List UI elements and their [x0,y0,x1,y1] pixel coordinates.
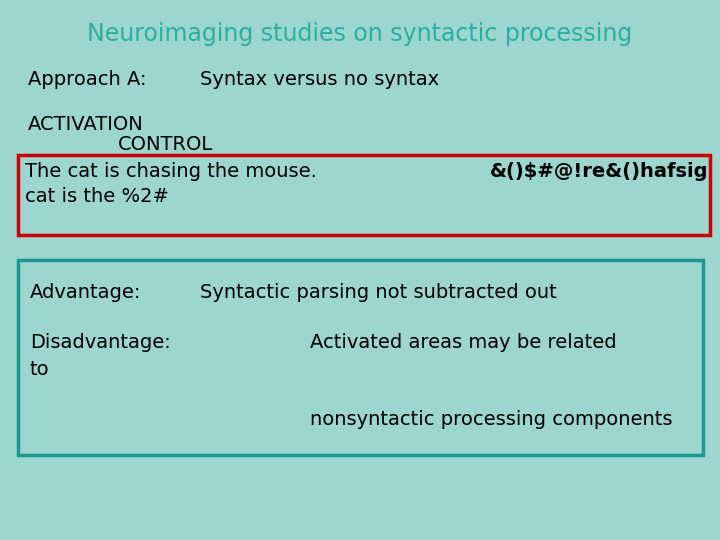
Text: Approach A:: Approach A: [28,70,146,89]
Text: Syntax versus no syntax: Syntax versus no syntax [200,70,439,89]
Text: Neuroimaging studies on syntactic processing: Neuroimaging studies on syntactic proces… [87,22,633,46]
Bar [18,155,710,235]
Text: Advantage:: Advantage: [30,283,141,302]
Text: ACTIVATION: ACTIVATION [28,115,144,134]
Text: Syntactic parsing not subtracted out: Syntactic parsing not subtracted out [200,283,557,302]
Text: CONTROL: CONTROL [118,135,213,154]
Text: Disadvantage:: Disadvantage: [30,333,171,352]
Text: Activated areas may be related: Activated areas may be related [310,333,616,352]
Text: The cat is chasing the mouse.: The cat is chasing the mouse. [25,162,317,181]
Bar [18,260,703,455]
Text: cat is the %2#: cat is the %2# [25,187,169,206]
Text: nonsyntactic processing components: nonsyntactic processing components [310,410,672,429]
Text: &()$#@!re&()hafsig: &()$#@!re&()hafsig [490,162,708,181]
Text: to: to [30,360,50,379]
